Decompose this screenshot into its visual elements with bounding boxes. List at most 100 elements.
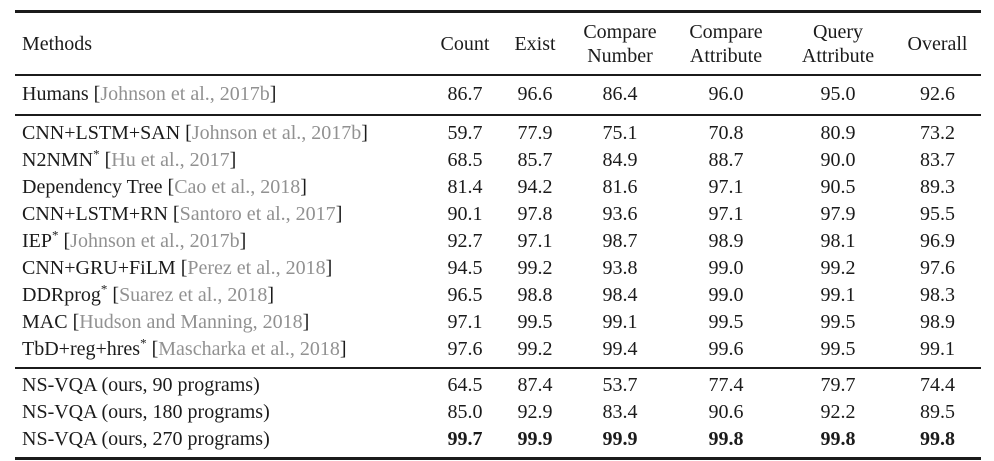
compare-attribute-cell: 99.0 <box>708 257 744 279</box>
count-cell: 68.5 <box>447 149 483 171</box>
method-cell: CNN+LSTM+SAN [Johnson et al., 2017b] <box>15 115 430 147</box>
table-row: CNN+LSTM+SAN [Johnson et al., 2017b] 59.… <box>15 115 981 147</box>
col-header-count: Count <box>440 33 490 55</box>
count-cell: 92.7 <box>447 230 483 252</box>
citation-bracket-open: [ <box>93 83 101 105</box>
col-header-compare-number: Compare Number <box>583 21 657 67</box>
table-row: DDRprog* [Suarez et al., 2018] 96.5 98.8… <box>15 282 981 309</box>
compare-attribute-cell: 99.0 <box>708 284 744 306</box>
method-cell: N2NMN* [Hu et al., 2017] <box>15 147 430 174</box>
method-name: IEP <box>22 230 52 252</box>
citation-bracket-close: ] <box>267 284 275 306</box>
compare-number-cell: 93.6 <box>602 203 638 225</box>
exist-cell: 87.4 <box>517 374 553 396</box>
table-header: Methods Count Exist Compare Number Compa… <box>15 12 981 75</box>
group-ours: NS-VQA (ours, 90 programs) 64.5 87.4 53.… <box>15 368 981 459</box>
method-name: Humans <box>22 83 89 105</box>
overall-cell: 96.9 <box>920 230 955 252</box>
compare-attribute-cell: 99.5 <box>708 311 744 333</box>
compare-number-cell: 81.6 <box>602 176 638 198</box>
method-name: CNN+GRU+FiLM <box>22 257 176 279</box>
overall-cell: 73.2 <box>920 122 955 144</box>
table-row: MAC [Hudson and Manning, 2018] 97.1 99.5… <box>15 309 981 336</box>
overall-cell: 89.5 <box>920 401 955 423</box>
exist-cell: 85.7 <box>517 149 553 171</box>
method-name: CNN+LSTM+RN <box>22 203 168 225</box>
compare-number-cell: 98.4 <box>602 284 638 306</box>
method-cell: Dependency Tree [Cao et al., 2018] <box>15 174 430 201</box>
citation-bracket-close: ] <box>229 149 237 171</box>
overall-cell: 95.5 <box>920 203 955 225</box>
method-cell: NS-VQA (ours, 90 programs) <box>15 368 430 399</box>
group-humans: Humans [Johnson et al., 2017b] 86.7 96.6… <box>15 75 981 115</box>
overall-cell: 97.6 <box>920 257 955 279</box>
citation-text: Mascharka et al., 2018 <box>158 338 340 360</box>
overall-cell: 99.8 <box>920 428 955 450</box>
method-cell: TbD+reg+hres* [Mascharka et al., 2018] <box>15 336 430 368</box>
citation-text: Hu et al., 2017 <box>111 149 230 171</box>
citation-text: Johnson et al., 2017b <box>100 83 270 105</box>
count-cell: 86.7 <box>447 83 483 105</box>
compare-number-cell: 86.4 <box>602 83 638 105</box>
compare-number-cell: 99.1 <box>602 311 638 333</box>
table-row: Humans [Johnson et al., 2017b] 86.7 96.6… <box>15 75 981 115</box>
method-name: TbD+reg+hres <box>22 338 141 360</box>
citation-bracket-open: [ <box>185 122 192 144</box>
compare-attribute-cell: 99.8 <box>708 428 744 450</box>
method-cell: MAC [Hudson and Manning, 2018] <box>15 309 430 336</box>
exist-cell: 99.9 <box>517 428 553 450</box>
citation-text: Santoro et al., 2017 <box>179 203 336 225</box>
exist-cell: 94.2 <box>517 176 553 198</box>
table-row: CNN+LSTM+RN [Santoro et al., 2017] 90.1 … <box>15 201 981 228</box>
query-attribute-cell: 95.0 <box>820 83 856 105</box>
overall-cell: 99.1 <box>920 338 955 360</box>
method-cell: NS-VQA (ours, 270 programs) <box>15 426 430 459</box>
compare-number-cell: 84.9 <box>602 149 638 171</box>
method-name: CNN+LSTM+SAN <box>22 122 181 144</box>
count-cell: 97.1 <box>447 311 483 333</box>
citation-bracket-close: ] <box>325 257 333 279</box>
compare-attribute-cell: 77.4 <box>708 374 744 396</box>
compare-attribute-cell: 70.8 <box>708 122 744 144</box>
compare-attribute-cell: 97.1 <box>708 203 744 225</box>
method-name: Dependency Tree <box>22 176 163 198</box>
compare-attribute-cell: 98.9 <box>708 230 744 252</box>
compare-number-cell: 93.8 <box>602 257 638 279</box>
table-row: NS-VQA (ours, 90 programs) 64.5 87.4 53.… <box>15 368 981 399</box>
overall-cell: 98.9 <box>920 311 955 333</box>
exist-cell: 92.9 <box>517 401 553 423</box>
compare-number-cell: 98.7 <box>602 230 638 252</box>
compare-attribute-cell: 96.0 <box>708 83 744 105</box>
query-attribute-cell: 97.9 <box>820 203 856 225</box>
citation-bracket-close: ] <box>361 122 368 144</box>
compare-attribute-cell: 90.6 <box>708 401 744 423</box>
citation-bracket-open: [ <box>167 176 175 198</box>
method-asterisk: * <box>100 281 108 297</box>
query-attribute-cell: 92.2 <box>820 401 856 423</box>
overall-cell: 92.6 <box>920 83 955 105</box>
citation-bracket-open: [ <box>104 149 112 171</box>
citation-bracket-open: [ <box>180 257 188 279</box>
citation-text: Perez et al., 2018 <box>187 257 326 279</box>
col-header-compare-attribute: Compare Attribute <box>689 21 763 67</box>
overall-cell: 83.7 <box>920 149 955 171</box>
count-cell: 99.7 <box>447 428 483 450</box>
col-header-methods: Methods <box>22 33 92 55</box>
count-cell: 81.4 <box>447 176 483 198</box>
exist-cell: 97.1 <box>517 230 553 252</box>
citation-text: Suarez et al., 2018 <box>119 284 268 306</box>
compare-number-cell: 99.9 <box>602 428 638 450</box>
query-attribute-cell: 98.1 <box>820 230 856 252</box>
method-name: NS-VQA (ours, 90 programs) <box>22 374 260 396</box>
method-name: DDRprog <box>22 284 101 306</box>
citation-text: Johnson et al., 2017b <box>191 122 362 144</box>
citation-text: Johnson et al., 2017b <box>70 230 240 252</box>
method-cell: CNN+GRU+FiLM [Perez et al., 2018] <box>15 255 430 282</box>
method-asterisk: * <box>52 227 59 243</box>
method-cell: CNN+LSTM+RN [Santoro et al., 2017] <box>15 201 430 228</box>
citation-bracket-open: [ <box>63 230 71 252</box>
query-attribute-cell: 99.2 <box>820 257 856 279</box>
exist-cell: 99.2 <box>517 257 553 279</box>
compare-attribute-cell: 97.1 <box>708 176 744 198</box>
citation-bracket-open: [ <box>72 311 80 333</box>
